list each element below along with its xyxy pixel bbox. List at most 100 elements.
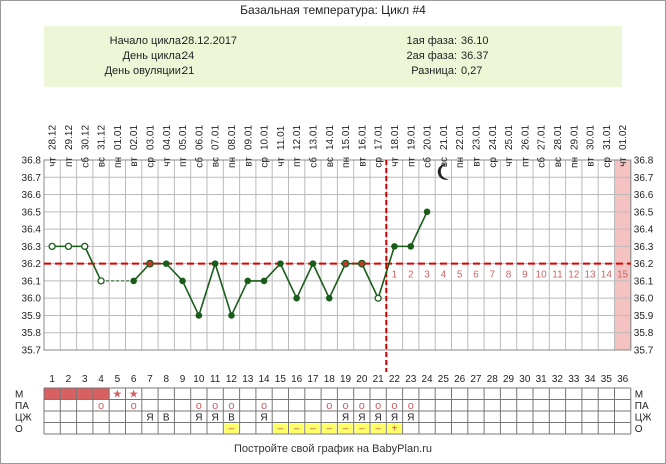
luteal-day-number: 10 [536, 270, 548, 281]
cycle-day-label: День цикла: [122, 50, 184, 62]
luteal-day-number: 13 [584, 270, 596, 281]
y-tick-left: 36.0 [22, 294, 42, 305]
day-number: 1 [49, 374, 55, 385]
y-tick-left: 36.2 [22, 259, 42, 270]
weekday-label: вс [211, 157, 222, 167]
weekday-label: пн [341, 157, 352, 168]
cycle-start-value: 28.12.2017 [182, 35, 238, 47]
row-mark: o [228, 400, 234, 412]
row-mark: o [131, 400, 137, 412]
temperature-line-segment [133, 263, 151, 282]
weekday-label: вс [439, 157, 450, 167]
luteal-day-number: 12 [568, 270, 580, 281]
cycle-info-panel: Начало цикла: 28.12.2017 День цикла: 24 … [44, 26, 622, 87]
date-label: 20.01 [423, 125, 434, 150]
row-mark: o [408, 400, 414, 412]
ovulation-test-highlight [273, 423, 288, 433]
date-label: 28.12 [48, 125, 59, 150]
y-tick-right: 36.3 [634, 242, 654, 253]
menses-bar [76, 388, 93, 400]
row-mark: Я [375, 412, 382, 423]
row-mark: o [326, 400, 332, 412]
temperature-line-segment [279, 263, 298, 299]
day-number: 30 [519, 374, 531, 385]
y-tick-left: 35.7 [22, 346, 42, 357]
luteal-day-number: 5 [457, 270, 463, 281]
luteal-day-number: 15 [617, 270, 629, 281]
date-label: 06.01 [194, 125, 205, 150]
day-number: 34 [584, 374, 596, 385]
row-mark: o [359, 400, 365, 412]
date-label: 28.01 [553, 125, 564, 150]
luteal-day-number: 11 [552, 270, 563, 281]
ovulation-test-mark: – [278, 424, 284, 435]
temperature-line-segment [214, 263, 233, 316]
moon-icon [437, 163, 450, 180]
row-mark: ★ [129, 388, 139, 400]
day-number: 21 [373, 374, 385, 385]
date-label: 25.01 [504, 125, 515, 150]
weekday-label: ср [602, 157, 613, 168]
row-mark: Я [212, 412, 219, 423]
date-label: 18.01 [390, 125, 401, 150]
temperature-point [325, 294, 333, 302]
phase-2-value: 36.37 [461, 50, 489, 62]
temperature-line-segment [361, 263, 379, 299]
row-mark: o [375, 400, 381, 412]
temperature-point [341, 259, 350, 268]
luteal-day-number: 7 [489, 270, 495, 281]
date-label: 30.12 [80, 125, 91, 150]
row-mark: o [212, 400, 218, 412]
weekday-label: пт [64, 157, 75, 167]
ovulation-test-highlight [289, 423, 304, 433]
temperature-point [162, 260, 170, 267]
weekday-label: ср [488, 157, 499, 168]
temperature-line-segment [198, 263, 216, 316]
day-number: 6 [131, 374, 137, 385]
date-label: 30.01 [586, 125, 597, 150]
weekday-label: вт [586, 157, 597, 167]
y-tick-left: 36.3 [22, 242, 42, 253]
temperature-point [374, 294, 382, 302]
weekday-label: сб [536, 157, 548, 168]
temperature-point [423, 208, 431, 216]
temperature-line-segment [263, 263, 281, 282]
phase-2-label: 2ая фаза: [406, 50, 457, 62]
y-tick-right: 36.1 [634, 276, 654, 287]
row-label-left: ПА [15, 401, 29, 412]
ovulation-test-highlight [387, 423, 402, 433]
date-label: 09.01 [243, 125, 254, 150]
y-tick-right: 36.4 [634, 225, 654, 236]
temperature-point [48, 242, 56, 251]
row-label-right: О [635, 424, 643, 435]
weekday-label: чт [162, 157, 173, 167]
temperature-line-segment [230, 280, 249, 316]
weekday-label: чт [618, 157, 629, 167]
day-number: 26 [454, 374, 466, 385]
temperature-line-segment [377, 246, 396, 299]
date-label: 19.01 [406, 125, 417, 150]
menses-bar [44, 388, 61, 400]
ovulation-test-mark: – [375, 424, 381, 435]
date-label: 05.01 [178, 125, 189, 150]
weekday-label: пн [455, 157, 466, 168]
row-label-left: О [15, 424, 23, 435]
menses-bar [92, 388, 110, 400]
phase-1-value: 36.10 [461, 35, 489, 47]
day-number: 31 [536, 374, 548, 385]
date-label: 29.12 [64, 125, 75, 150]
temperature-point [64, 242, 73, 251]
row-mark: Я [358, 412, 365, 423]
temperature-point [407, 243, 415, 250]
row-label-right: ПА [635, 401, 649, 412]
temperature-point [211, 260, 219, 267]
day-number: 19 [340, 374, 352, 385]
day-number: 13 [242, 374, 254, 385]
weekday-label: сб [307, 157, 319, 168]
row-mark: o [98, 400, 104, 412]
day-number: 22 [389, 374, 401, 385]
date-label: 29.01 [569, 125, 580, 150]
temperature-line-segment [328, 263, 347, 299]
y-tick-right: 36.2 [634, 259, 654, 270]
luteal-day-number: 6 [473, 270, 479, 281]
